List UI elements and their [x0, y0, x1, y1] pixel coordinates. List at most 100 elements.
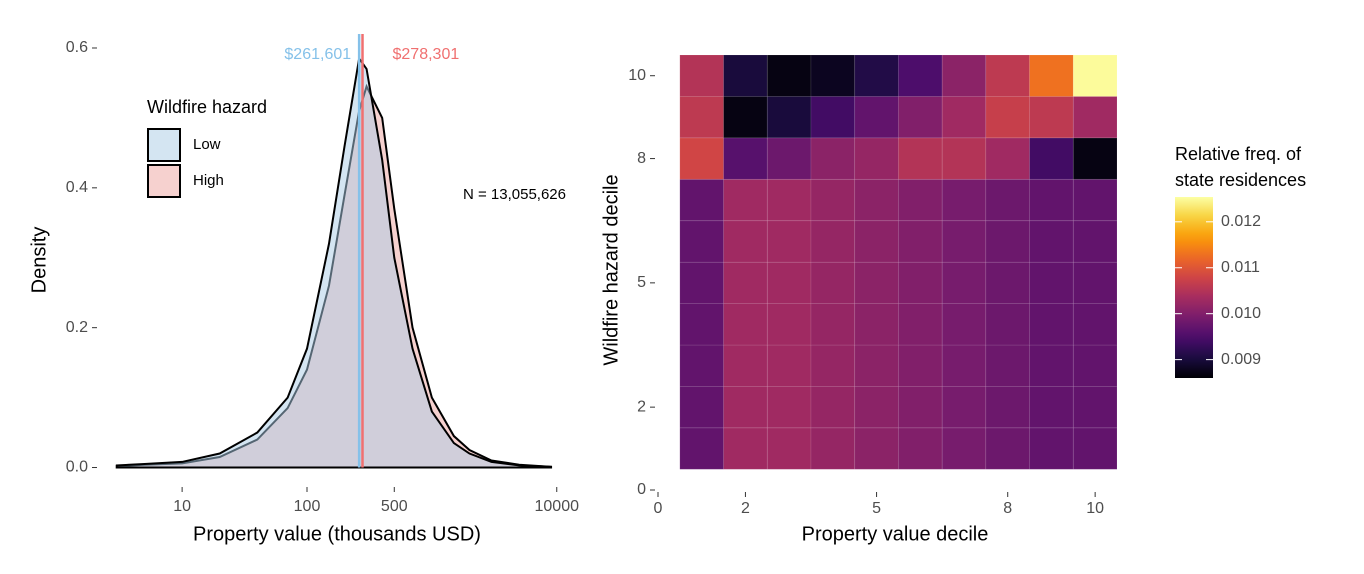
heatmap-cell	[1029, 220, 1074, 263]
y-tick-label: 0.0	[66, 459, 88, 476]
heatmap-cell	[1072, 386, 1118, 429]
heatmap-cell	[766, 178, 812, 222]
heatmap-cell	[854, 427, 899, 470]
heatmap-cell	[854, 344, 899, 387]
heatmap-cell	[1072, 178, 1118, 222]
heatmap-cell	[941, 220, 987, 263]
heatmap-cell	[679, 220, 724, 263]
x-tick-label: 10	[1086, 500, 1104, 517]
density-area	[115, 55, 553, 469]
x-tick-label: 8	[1003, 500, 1012, 517]
heatmap-cell	[1029, 137, 1074, 180]
heatmap-cell	[898, 220, 943, 263]
heatmap-cell	[766, 303, 812, 346]
heatmap-cell	[679, 137, 724, 180]
heatmap-cell	[1029, 96, 1074, 139]
x-axis-title: Property value decile	[802, 523, 989, 545]
y-tick-label: 10	[628, 67, 646, 84]
heatmap-cell	[810, 178, 856, 222]
heatmap-cell	[810, 220, 856, 263]
heatmap-cell	[941, 137, 987, 180]
heatmap-cell	[766, 54, 812, 97]
heatmap-cell	[941, 386, 987, 429]
heatmap-cell	[898, 386, 943, 429]
x-tick-label: 10000	[535, 498, 580, 515]
heatmap-cell	[854, 386, 899, 429]
y-axis-title: Density	[28, 227, 50, 294]
colorbar-tick-label: 0.010	[1221, 305, 1261, 322]
heatmap-cell	[679, 178, 724, 222]
heatmap-cell	[985, 54, 1030, 97]
heatmap-cell	[810, 137, 856, 180]
heatmap-cell	[679, 261, 724, 304]
heatmap-cell	[941, 261, 987, 304]
heatmap-cell	[854, 303, 899, 346]
heatmap-cell	[898, 178, 943, 222]
heatmap-cell	[679, 344, 724, 387]
heatmap-cell	[810, 427, 856, 470]
heatmap-cell	[810, 386, 856, 429]
heatmap-cell	[723, 261, 768, 304]
heatmap-cell	[854, 178, 899, 222]
heatmap-cell	[723, 178, 768, 222]
heatmap-cell	[723, 96, 768, 139]
heatmap-cell	[1072, 427, 1118, 470]
heatmap-cell	[898, 137, 943, 180]
colorbar	[1175, 197, 1213, 378]
heatmap-cell	[723, 220, 768, 263]
heatmap-cell	[985, 303, 1030, 346]
heatmap-cell	[941, 178, 987, 222]
heatmap-cell	[898, 54, 943, 97]
heatmap-cell	[1072, 54, 1118, 97]
legend-label: High	[193, 172, 224, 189]
heatmap-cell	[854, 54, 899, 97]
heatmap-cell	[810, 303, 856, 346]
x-axis-title: Property value (thousands USD)	[193, 523, 481, 545]
heatmap-cell	[723, 344, 768, 387]
y-axis-title: Wildfire hazard decile	[600, 174, 622, 365]
mean-label: $278,301	[393, 46, 460, 63]
heatmap-cell	[898, 96, 943, 139]
heatmap-cell	[941, 344, 987, 387]
heatmap-cell	[810, 96, 856, 139]
y-tick-label: 0.6	[66, 39, 88, 56]
heatmap-cell	[898, 427, 943, 470]
heatmap-cell	[941, 96, 987, 139]
heatmap-cell	[985, 178, 1030, 222]
heatmap-cell	[985, 386, 1030, 429]
x-tick-label: 500	[381, 498, 408, 515]
heatmap-cell	[1029, 54, 1074, 97]
heatmap-cell	[854, 137, 899, 180]
heatmap-cell	[766, 220, 812, 263]
heatmap-cell	[679, 96, 724, 139]
heatmap-cell	[985, 96, 1030, 139]
heatmap-cell	[1029, 303, 1074, 346]
heatmap-cell	[723, 54, 768, 97]
heatmap-cell	[1072, 96, 1118, 139]
x-tick-label: 100	[294, 498, 321, 515]
heatmap-cell	[854, 220, 899, 263]
heatmap-cell	[810, 54, 856, 97]
heatmap-cell	[766, 344, 812, 387]
heatmap-cell	[854, 96, 899, 139]
legend-label: Low	[193, 136, 221, 153]
heatmap-cell	[941, 303, 987, 346]
colorbar-title: Relative freq. of	[1175, 144, 1302, 164]
x-tick-label: 10	[173, 498, 191, 515]
legend-key	[147, 128, 181, 162]
colorbar-tick-label: 0.012	[1221, 213, 1261, 230]
heatmap-cell	[985, 261, 1030, 304]
heatmap-cell	[810, 261, 856, 304]
heatmap-cell	[679, 303, 724, 346]
heatmap-cell	[985, 137, 1030, 180]
heatmap-cell	[941, 427, 987, 470]
y-tick-label: 2	[637, 398, 646, 415]
heatmap-cell	[854, 261, 899, 304]
heatmap-cell	[766, 96, 812, 139]
mean-label: $261,601	[284, 46, 351, 63]
heatmap-cell	[1029, 344, 1074, 387]
heatmap-cell	[898, 344, 943, 387]
heatmap-cell	[723, 137, 768, 180]
y-tick-label: 0.2	[66, 319, 88, 336]
